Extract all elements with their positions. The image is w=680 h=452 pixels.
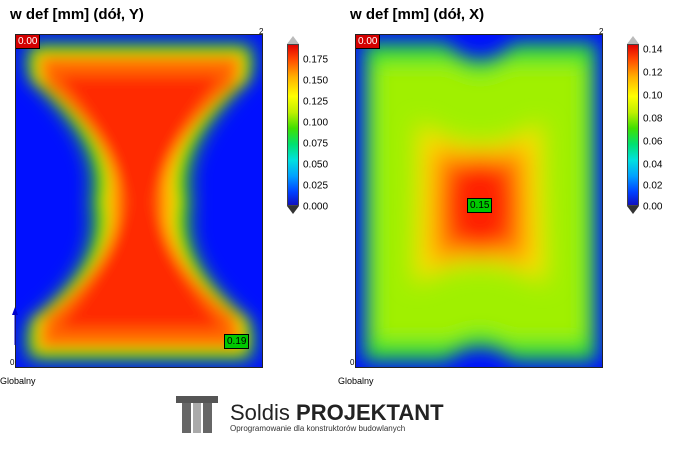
contour-plot[interactable]: 0.00 0.19 [15,34,263,368]
axis-label: Globalny [0,376,36,386]
panel-title: w def [mm] (dół, Y) [10,6,144,23]
legend-tick: 0.050 [303,159,329,171]
contour-map-y [16,35,262,367]
colorbar [627,44,639,206]
legend-arrow-up-icon [627,36,639,44]
legend-tick: 0.175 [303,54,329,66]
legend-tick: 0.02 [643,180,663,192]
global-axes-icon [12,307,18,345]
panel-deflection-x: w def [mm] (dół, X) 0.00 0.15 2 0 Global… [338,0,680,400]
node-number-top: 2 [599,27,604,36]
legend-tick: 0.08 [643,113,663,125]
legend-tick: 0.000 [303,201,329,213]
contour-plot[interactable]: 0.00 0.15 [355,34,603,368]
colorbar [287,44,299,206]
max-value-badge: 0.19 [224,334,250,349]
legend-tick: 0.12 [643,67,663,79]
max-value-badge: 0.15 [467,198,493,213]
legend-tick: 0.125 [303,96,329,108]
brand-regular: Soldis [230,400,297,425]
color-legend: 0.14 0.12 0.10 0.08 0.06 0.04 0.02 0.00 [627,36,680,220]
color-legend: 0.175 0.150 0.125 0.100 0.075 0.050 0.02… [287,36,357,220]
node-number-bottom: 0 [10,358,15,367]
legend-tick: 0.00 [643,201,663,213]
legend-tick: 0.075 [303,138,329,150]
node-number-top: 2 [259,27,264,36]
legend-tick: 0.10 [643,90,663,102]
panel-title: w def [mm] (dół, X) [350,6,485,23]
legend-tick: 0.025 [303,180,329,192]
legend-arrow-down-icon [627,206,639,214]
node-number-bottom: 0 [350,358,355,367]
legend-tick: 0.100 [303,117,329,129]
legend-tick: 0.14 [643,44,663,56]
min-value-badge: 0.00 [16,35,41,49]
i-beam-logo-icon [176,396,218,433]
legend-tick: 0.04 [643,159,663,171]
brand-tagline: Oprogramowanie dla konstruktorów budowla… [230,424,406,433]
soldis-logo: Soldis PROJEKTANT Oprogramowanie dla kon… [170,396,490,446]
min-value-badge: 0.00 [356,35,381,49]
axis-label: Globalny [338,376,374,386]
legend-arrow-up-icon [287,36,299,44]
brand-name: Soldis PROJEKTANT [230,400,444,426]
brand-bold: PROJEKTANT [296,400,444,425]
legend-arrow-down-icon [287,206,299,214]
panel-deflection-y: w def [mm] (dół, Y) 0.00 0.19 2 0 Global… [0,0,340,400]
legend-tick: 0.06 [643,136,663,148]
legend-tick: 0.150 [303,75,329,87]
